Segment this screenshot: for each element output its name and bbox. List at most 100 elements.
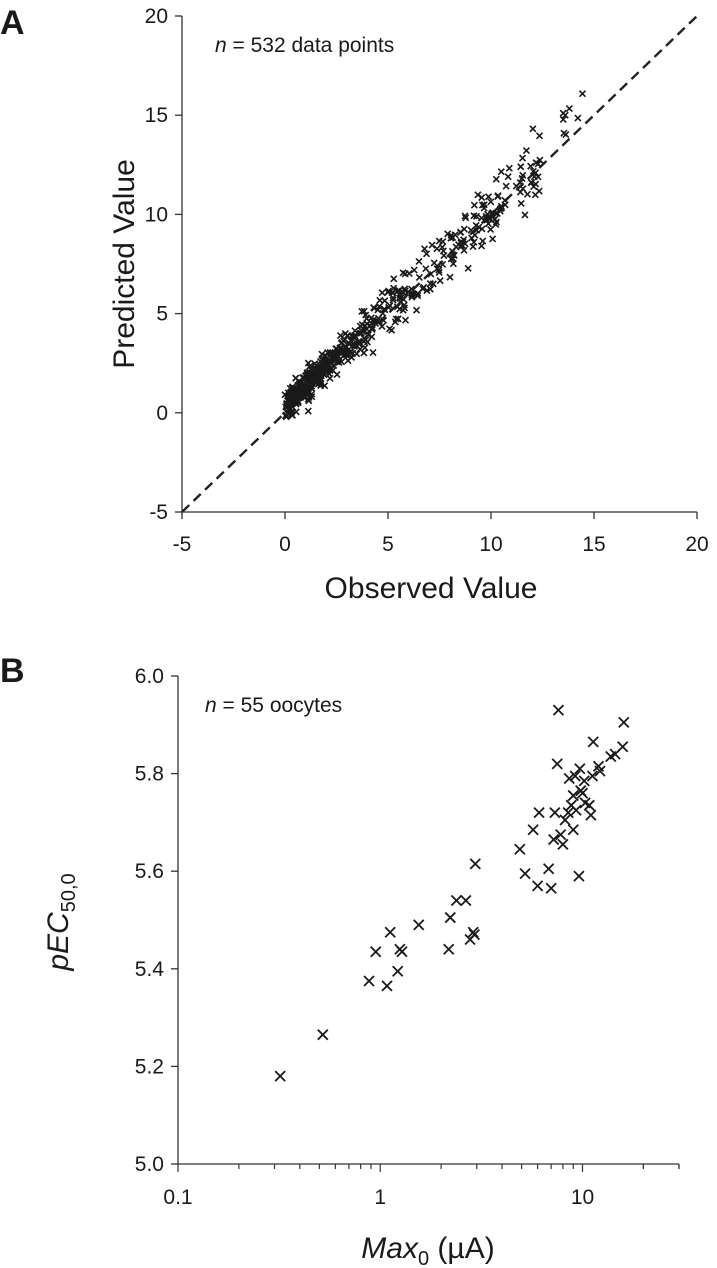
panel-a-point — [422, 250, 431, 258]
panel-b-annotation-text: = 55 oocytes — [217, 694, 343, 717]
panel-a-point — [283, 412, 291, 420]
panel-a-point — [471, 231, 479, 239]
panel-a-point — [479, 237, 487, 245]
panel-a-point — [288, 403, 297, 411]
panel-b-annotation-n: n — [205, 694, 217, 717]
panel-a-point — [312, 377, 320, 385]
panel-a-point — [401, 316, 410, 324]
panel-a-point — [351, 327, 359, 335]
panel-a-point — [389, 296, 397, 304]
panel-a-point — [492, 220, 500, 228]
panel-b-point — [443, 943, 455, 955]
panel-b-point — [567, 824, 579, 836]
panel-b-point — [587, 736, 599, 748]
panel-a-point — [562, 130, 570, 139]
panel-a-point — [390, 275, 398, 283]
panel-a-annotation-text: = 532 data points — [227, 34, 395, 57]
panel-a-point — [343, 332, 351, 340]
panel-a-point — [516, 179, 524, 187]
panel-b-point — [552, 704, 565, 716]
panel-a-point — [394, 287, 402, 295]
panel-a-point — [439, 260, 447, 269]
panel-b-annotation: n = 55 oocytes — [205, 694, 342, 717]
panel-a-point — [489, 235, 497, 243]
panel-a-point — [316, 363, 324, 371]
panel-b-point — [542, 863, 555, 875]
panel-a-point — [299, 373, 307, 382]
panel-a-point — [410, 266, 418, 274]
panel-b-point — [567, 789, 579, 802]
panel-b-point — [531, 880, 544, 892]
panel-b-point — [551, 758, 563, 770]
panel-a-annotation: n = 532 data points — [215, 34, 394, 57]
panel-a-point — [502, 182, 510, 190]
panel-a-point — [517, 163, 525, 171]
panel-a-point — [357, 329, 365, 337]
panel-a-x-tick-label: 10 — [479, 533, 502, 556]
panel-a-point — [461, 212, 469, 220]
panel-a-x-tick-label: 5 — [382, 533, 394, 556]
panel-a-point — [518, 174, 526, 182]
panel-a-points — [281, 90, 587, 421]
panel-b-x-axis-title: Max0 (µA) — [361, 1232, 494, 1268]
panel-b-point — [563, 772, 575, 785]
panel-a-point — [342, 351, 351, 359]
panel-a-point — [480, 204, 488, 212]
panel-a-point — [305, 397, 313, 405]
panel-a-point — [394, 315, 402, 323]
panel-a-point — [496, 207, 504, 215]
panel-a-point — [388, 326, 396, 334]
panel-a-y-tick-label: 20 — [145, 5, 168, 28]
panel-b-point — [384, 926, 396, 938]
panel-a-point — [487, 225, 495, 234]
panel-a-point — [368, 325, 376, 334]
panel-a-point — [329, 356, 337, 364]
panel-a-point — [521, 211, 529, 219]
panel-a-point — [446, 273, 454, 281]
panel-b-point — [586, 770, 599, 782]
panel-a-point — [386, 302, 394, 310]
panel-b-x-tick-label: 10 — [571, 1186, 594, 1209]
panel-b-point — [545, 882, 557, 894]
panel-a-point — [401, 287, 409, 295]
panel-b-y-title-main: pEC — [42, 912, 75, 972]
panel-a-point — [389, 289, 397, 297]
panel-b-y-tick-label: 5.8 — [135, 763, 164, 786]
panel-a-point — [370, 318, 378, 326]
panel-b-point — [573, 870, 585, 882]
panel-a-point — [288, 411, 296, 419]
panel-b-x-tick-label: 0.1 — [163, 1186, 192, 1209]
panel-a-point — [405, 269, 413, 278]
panel-a-point — [419, 285, 427, 293]
panel-a-y-tick-label: 10 — [145, 203, 168, 226]
panel-a-point — [350, 333, 358, 341]
panel-a-point — [469, 242, 477, 251]
panel-a-point — [516, 188, 524, 196]
panel-a-point — [435, 268, 443, 277]
panel-a-point — [321, 382, 329, 390]
panel-b-point — [363, 975, 375, 987]
panel-b-axes: 5.0 5.2 5.4 5.6 5.8 6.0 0.1 1 10 — [135, 665, 680, 1209]
panel-a-point — [356, 345, 364, 353]
panel-a-point — [361, 344, 369, 352]
panel-a-point — [534, 173, 542, 181]
panel-a-point — [427, 270, 435, 278]
panel-a-point — [396, 294, 404, 302]
panel-b-y-tick-label: 5.2 — [135, 1055, 164, 1078]
panel-b-point — [548, 833, 560, 846]
panel-a-point — [438, 243, 446, 251]
panel-a-point — [304, 359, 312, 367]
panel-a-point — [505, 164, 513, 172]
panel-b-point — [549, 807, 561, 819]
panel-b-point — [585, 809, 597, 821]
panel-a-point — [464, 264, 472, 272]
panel-a-point — [326, 348, 334, 357]
panel-b-point — [562, 807, 574, 819]
panel-a-point — [380, 305, 388, 313]
panel-a-point — [460, 246, 468, 254]
panel-b-x-title-main: Max — [361, 1232, 419, 1265]
panel-b-letter: B — [0, 652, 25, 690]
panel-a-x-tick-label: 0 — [279, 533, 291, 556]
panel-a-point — [451, 231, 459, 239]
panel-a-point — [375, 302, 383, 311]
